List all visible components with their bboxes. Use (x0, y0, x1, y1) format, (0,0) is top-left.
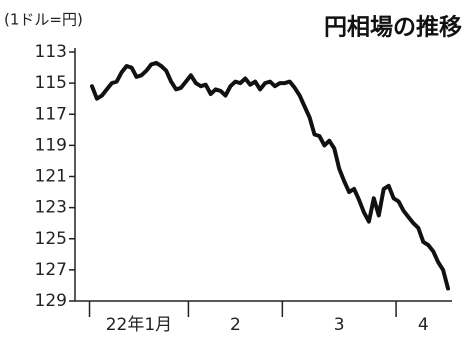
x-tick-label: 2 (230, 315, 241, 335)
chart-title: 円相場の推移 (324, 15, 462, 41)
y-tick-label: 125 (35, 229, 67, 249)
y-tick-label: 127 (35, 260, 67, 280)
x-tick-label: 3 (334, 315, 345, 335)
y-tick-label: 113 (35, 42, 67, 62)
y-tick-label: 119 (35, 135, 67, 155)
x-tick-label: 22年1月 (106, 315, 172, 335)
y-tick-label: 129 (35, 291, 67, 311)
y-tick-label: 117 (35, 104, 67, 124)
x-tick-label: 4 (418, 315, 429, 335)
y-tick-label: 123 (35, 198, 67, 218)
y-tick-label: 121 (35, 167, 67, 187)
y-axis-label: (1ドル=円) (4, 11, 83, 29)
y-tick-label: 115 (35, 73, 67, 93)
line (90, 60, 450, 291)
